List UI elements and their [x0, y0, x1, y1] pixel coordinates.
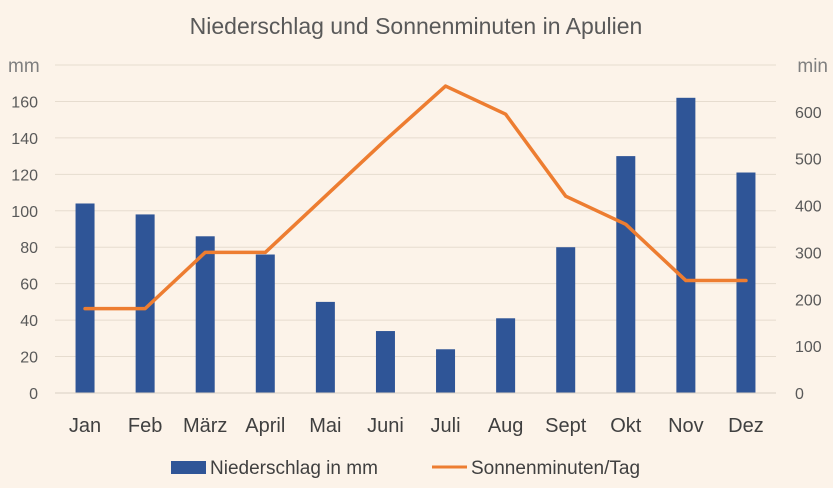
bar: [375, 331, 395, 393]
bar: [616, 156, 636, 393]
legend-swatch-bar: [171, 461, 206, 474]
y-right-tick-label: 600: [795, 105, 822, 122]
bar: [315, 301, 335, 393]
x-tick-label: Mai: [309, 415, 341, 437]
y-right-tick-label: 100: [795, 339, 822, 356]
legend-label-bar: Niederschlag in mm: [210, 458, 378, 479]
x-tick-label: Juli: [431, 415, 461, 437]
axes: 0 20 40 60 80 100 120 140 160 0 100 200 300 400 500 600…: [11, 94, 822, 437]
bar: [436, 349, 456, 393]
gridlines: [55, 64, 776, 358]
bar: [736, 172, 756, 393]
y-left-tick-label: 100: [11, 204, 38, 221]
x-tick-label: Feb: [128, 415, 162, 437]
y-right-unit-label: min: [797, 56, 828, 77]
x-tick-label: Dez: [728, 415, 764, 437]
line-series: [83, 84, 748, 311]
series-line: [83, 84, 748, 311]
y-left-tick-label: 60: [20, 277, 38, 294]
bar: [556, 247, 576, 393]
bar: [75, 203, 95, 393]
y-left-unit-label: mm: [8, 56, 40, 77]
legend-label-line: Sonnenminuten/Tag: [471, 458, 640, 479]
x-tick-label: Nov: [668, 415, 704, 437]
legend: Niederschlag in mm Sonnenminuten/Tag: [171, 458, 640, 479]
x-tick-label: Sept: [545, 415, 587, 437]
y-left-tick-label: 160: [11, 94, 38, 111]
bar: [135, 214, 155, 393]
x-tick-label: Aug: [488, 415, 524, 437]
bar-series: [75, 97, 756, 394]
x-tick-label: April: [245, 415, 285, 437]
bar: [676, 97, 696, 394]
y-left-tick-label: 40: [20, 313, 38, 330]
chart-title: Niederschlag und Sonnenminuten in Apulie…: [190, 13, 643, 39]
x-tick-label: Juni: [367, 415, 404, 437]
y-left-tick-label: 120: [11, 167, 38, 184]
y-left-tick-label: 80: [20, 240, 38, 257]
bar: [195, 236, 215, 393]
bar: [496, 318, 516, 393]
y-right-tick-label: 200: [795, 292, 822, 309]
x-tick-label: Okt: [610, 415, 642, 437]
y-right-tick-label: 400: [795, 199, 822, 216]
y-left-tick-label: 20: [20, 350, 38, 367]
x-tick-label: Jan: [69, 415, 101, 437]
y-right-tick-label: 500: [795, 152, 822, 169]
y-left-tick-label: 0: [29, 386, 38, 403]
bar: [255, 254, 275, 393]
y-right-tick-label: 300: [795, 245, 822, 262]
y-left-tick-label: 140: [11, 131, 38, 148]
x-tick-label: März: [183, 415, 227, 437]
y-right-tick-label: 0: [795, 386, 804, 403]
